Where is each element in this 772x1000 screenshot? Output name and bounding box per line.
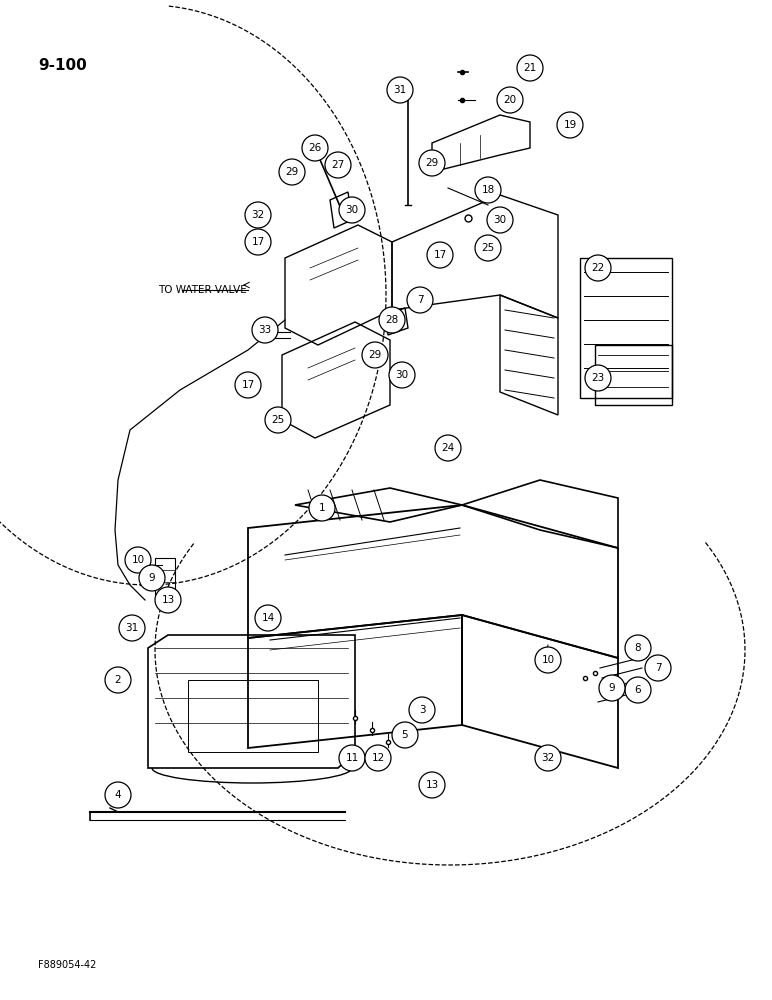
Text: 29: 29 bbox=[368, 350, 381, 360]
Text: 10: 10 bbox=[131, 555, 144, 565]
Circle shape bbox=[625, 677, 651, 703]
Circle shape bbox=[362, 342, 388, 368]
Text: 2: 2 bbox=[115, 675, 121, 685]
Circle shape bbox=[389, 362, 415, 388]
Text: 30: 30 bbox=[395, 370, 408, 380]
Text: 7: 7 bbox=[417, 295, 423, 305]
Circle shape bbox=[325, 152, 351, 178]
Text: 31: 31 bbox=[125, 623, 139, 633]
Circle shape bbox=[475, 177, 501, 203]
Text: 28: 28 bbox=[385, 315, 398, 325]
Text: 23: 23 bbox=[591, 373, 604, 383]
Circle shape bbox=[119, 615, 145, 641]
Circle shape bbox=[535, 647, 561, 673]
Circle shape bbox=[155, 587, 181, 613]
Circle shape bbox=[235, 372, 261, 398]
Text: 8: 8 bbox=[635, 643, 642, 653]
Text: 30: 30 bbox=[345, 205, 358, 215]
Circle shape bbox=[645, 655, 671, 681]
Circle shape bbox=[279, 159, 305, 185]
Circle shape bbox=[585, 365, 611, 391]
Circle shape bbox=[625, 635, 651, 661]
Text: 4: 4 bbox=[115, 790, 121, 800]
Text: 17: 17 bbox=[252, 237, 265, 247]
Circle shape bbox=[487, 207, 513, 233]
Circle shape bbox=[427, 242, 453, 268]
Circle shape bbox=[265, 407, 291, 433]
Text: 29: 29 bbox=[425, 158, 438, 168]
Text: 3: 3 bbox=[418, 705, 425, 715]
Text: 5: 5 bbox=[401, 730, 408, 740]
Circle shape bbox=[139, 565, 165, 591]
Circle shape bbox=[557, 112, 583, 138]
Circle shape bbox=[302, 135, 328, 161]
Text: 9-100: 9-100 bbox=[38, 58, 86, 73]
Circle shape bbox=[517, 55, 543, 81]
Text: 32: 32 bbox=[541, 753, 554, 763]
Text: 22: 22 bbox=[591, 263, 604, 273]
Circle shape bbox=[387, 77, 413, 103]
Circle shape bbox=[252, 317, 278, 343]
Text: 24: 24 bbox=[442, 443, 455, 453]
Circle shape bbox=[419, 150, 445, 176]
Text: 20: 20 bbox=[503, 95, 516, 105]
Circle shape bbox=[309, 495, 335, 521]
Text: 17: 17 bbox=[242, 380, 255, 390]
Text: 26: 26 bbox=[308, 143, 322, 153]
Text: 25: 25 bbox=[482, 243, 495, 253]
Circle shape bbox=[125, 547, 151, 573]
Circle shape bbox=[105, 782, 131, 808]
Circle shape bbox=[392, 722, 418, 748]
Text: 9: 9 bbox=[608, 683, 615, 693]
Text: TO WATER VALVE: TO WATER VALVE bbox=[158, 285, 247, 295]
Circle shape bbox=[497, 87, 523, 113]
Circle shape bbox=[339, 197, 365, 223]
Text: 17: 17 bbox=[433, 250, 447, 260]
Circle shape bbox=[255, 605, 281, 631]
Circle shape bbox=[379, 307, 405, 333]
Text: 13: 13 bbox=[425, 780, 438, 790]
Circle shape bbox=[535, 745, 561, 771]
Text: 19: 19 bbox=[564, 120, 577, 130]
Text: 12: 12 bbox=[371, 753, 384, 763]
Circle shape bbox=[435, 435, 461, 461]
Text: F889054-42: F889054-42 bbox=[38, 960, 96, 970]
Text: 11: 11 bbox=[345, 753, 359, 763]
Text: 7: 7 bbox=[655, 663, 662, 673]
Circle shape bbox=[339, 745, 365, 771]
Text: 1: 1 bbox=[319, 503, 325, 513]
Circle shape bbox=[599, 675, 625, 701]
Text: 27: 27 bbox=[331, 160, 344, 170]
Text: 33: 33 bbox=[259, 325, 272, 335]
Circle shape bbox=[419, 772, 445, 798]
Text: 6: 6 bbox=[635, 685, 642, 695]
Circle shape bbox=[475, 235, 501, 261]
Circle shape bbox=[245, 202, 271, 228]
Circle shape bbox=[245, 229, 271, 255]
Text: 31: 31 bbox=[394, 85, 407, 95]
Circle shape bbox=[105, 667, 131, 693]
Text: 10: 10 bbox=[541, 655, 554, 665]
Text: 32: 32 bbox=[252, 210, 265, 220]
Text: 9: 9 bbox=[149, 573, 155, 583]
Circle shape bbox=[365, 745, 391, 771]
Circle shape bbox=[409, 697, 435, 723]
Circle shape bbox=[585, 255, 611, 281]
Text: 14: 14 bbox=[262, 613, 275, 623]
Text: 13: 13 bbox=[161, 595, 174, 605]
Circle shape bbox=[407, 287, 433, 313]
Text: 18: 18 bbox=[482, 185, 495, 195]
Text: 21: 21 bbox=[523, 63, 537, 73]
Text: 30: 30 bbox=[493, 215, 506, 225]
Text: 29: 29 bbox=[286, 167, 299, 177]
Text: 25: 25 bbox=[272, 415, 285, 425]
